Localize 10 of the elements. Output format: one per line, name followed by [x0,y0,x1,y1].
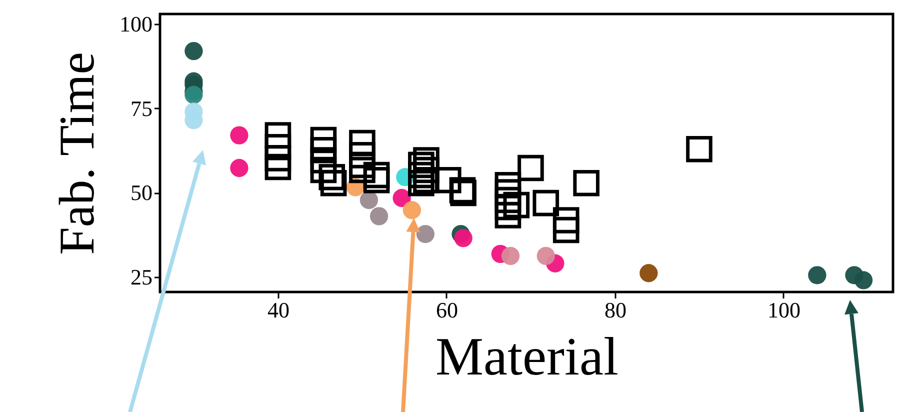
x-tick-label: 80 [604,298,626,322]
y-tick-label: 75 [130,96,152,121]
y-tick-label: 25 [130,264,152,290]
x-tick-label: 60 [436,298,458,322]
y-axis-title: Fab. Time [48,52,104,255]
y-tick-label: 100 [120,12,152,37]
y-tick-label: 50 [130,180,152,206]
x-tick-label: 100 [767,298,800,322]
x-axis-title: Material [436,326,618,386]
x-tick-label: 40 [267,298,290,322]
